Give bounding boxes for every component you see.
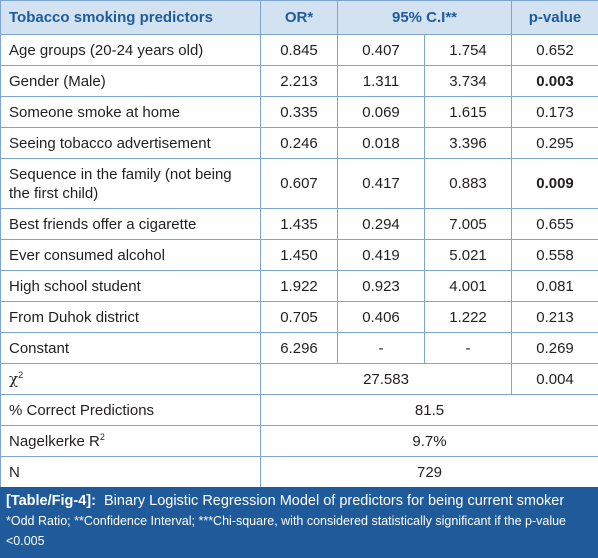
row-ci-upper: 1.754	[423, 34, 513, 66]
row-or: 0.246	[260, 127, 338, 159]
row-label: Gender (Male)	[0, 65, 261, 97]
caption-title-line: [Table/Fig-4]: Binary Logistic Regressio…	[6, 491, 592, 511]
row-label: High school student	[0, 270, 261, 302]
header-predictors: Tobacco smoking predictors	[0, 0, 261, 35]
row-ci-lower: 0.419	[337, 239, 425, 271]
row-ci-lower: 0.407	[337, 34, 425, 66]
caption-tag: [Table/Fig-4]:	[6, 493, 96, 509]
table-row: Age groups (20-24 years old) 0.845 0.407…	[0, 34, 598, 66]
chi-square-value: 27.583	[259, 363, 513, 395]
row-ci-upper: 5.021	[423, 239, 513, 271]
row-ci-upper: 0.883	[423, 158, 513, 209]
header-p-value: p-value	[511, 0, 598, 35]
regression-table: Tobacco smoking predictors OR* 95% C.I**…	[0, 0, 598, 488]
row-ci-lower: 0.417	[337, 158, 425, 209]
row-p-value: 0.173	[511, 96, 598, 128]
row-ci-upper: 7.005	[423, 208, 513, 240]
row-ci-lower: -	[337, 332, 425, 364]
row-label: Seeing tobacco advertisement	[0, 127, 261, 159]
table-row: Someone smoke at home 0.335 0.069 1.615 …	[0, 96, 598, 128]
row-ci-upper: 1.615	[423, 96, 513, 128]
row-ci-lower: 0.923	[337, 270, 425, 302]
row-p-value: 0.295	[511, 127, 598, 159]
row-or: 6.296	[260, 332, 338, 364]
correct-predictions-row: % Correct Predictions 81.5	[0, 394, 598, 426]
table-body: Age groups (20-24 years old) 0.845 0.407…	[0, 34, 598, 488]
row-or: 0.705	[260, 301, 338, 333]
chi-square-row: χ2 27.583 0.004	[0, 363, 598, 395]
chi-square-p-value: 0.004	[511, 363, 598, 395]
row-or: 0.335	[260, 96, 338, 128]
caption-footnote: *Odd Ratio; **Confidence Interval; ***Ch…	[6, 514, 567, 548]
row-p-value: 0.655	[511, 208, 598, 240]
table-row: High school student 1.922 0.923 4.001 0.…	[0, 270, 598, 302]
table-row: Gender (Male) 2.213 1.311 3.734 0.003	[0, 65, 598, 97]
row-label: Best friends offer a cigarette	[0, 208, 261, 240]
sample-size-value: 729	[259, 456, 598, 488]
row-ci-lower: 1.311	[337, 65, 425, 97]
nagelkerke-text: Nagelkerke R	[9, 433, 100, 450]
row-ci-upper: 1.222	[423, 301, 513, 333]
row-ci-lower: 0.069	[337, 96, 425, 128]
table-row: Ever consumed alcohol 1.450 0.419 5.021 …	[0, 239, 598, 271]
chi-square-label: χ2	[0, 363, 261, 395]
row-p-value: 0.081	[511, 270, 598, 302]
row-label: Constant	[0, 332, 261, 364]
row-p-value: 0.213	[511, 301, 598, 333]
row-ci-upper: 3.734	[423, 65, 513, 97]
row-label: From Duhok district	[0, 301, 261, 333]
row-or: 2.213	[260, 65, 338, 97]
nagelkerke-value: 9.7%	[259, 425, 598, 457]
table-row: Constant 6.296 - - 0.269	[0, 332, 598, 364]
table-row: Sequence in the family (not being the fi…	[0, 158, 598, 209]
row-p-value: 0.652	[511, 34, 598, 66]
row-or: 0.607	[260, 158, 338, 209]
nagelkerke-label: Nagelkerke R2	[0, 425, 261, 457]
row-or: 1.435	[260, 208, 338, 240]
table-row: Best friends offer a cigarette 1.435 0.2…	[0, 208, 598, 240]
table-row: From Duhok district 0.705 0.406 1.222 0.…	[0, 301, 598, 333]
header-or: OR*	[260, 0, 338, 35]
caption-title: Binary Logistic Regression Model of pred…	[104, 493, 565, 509]
table-caption: [Table/Fig-4]: Binary Logistic Regressio…	[0, 487, 598, 558]
row-or: 0.845	[260, 34, 338, 66]
row-p-value: 0.009	[511, 158, 598, 209]
chi-symbol: χ	[9, 370, 19, 388]
row-ci-upper: 3.396	[423, 127, 513, 159]
row-ci-lower: 0.018	[337, 127, 425, 159]
row-p-value: 0.269	[511, 332, 598, 364]
row-p-value: 0.558	[511, 239, 598, 271]
row-or: 1.922	[260, 270, 338, 302]
row-label: Sequence in the family (not being the fi…	[0, 158, 261, 209]
row-ci-lower: 0.406	[337, 301, 425, 333]
nagelkerke-superscript: 2	[99, 432, 105, 442]
row-label: Ever consumed alcohol	[0, 239, 261, 271]
row-label: Someone smoke at home	[0, 96, 261, 128]
row-p-value: 0.003	[511, 65, 598, 97]
row-or: 1.450	[260, 239, 338, 271]
sample-size-row: N 729	[0, 456, 598, 488]
nagelkerke-row: Nagelkerke R2 9.7%	[0, 425, 598, 457]
header-row: Tobacco smoking predictors OR* 95% C.I**…	[0, 0, 598, 35]
correct-predictions-value: 81.5	[259, 394, 598, 426]
row-ci-upper: -	[423, 332, 513, 364]
correct-predictions-label: % Correct Predictions	[0, 394, 261, 426]
row-label: Age groups (20-24 years old)	[0, 34, 261, 66]
row-ci-lower: 0.294	[337, 208, 425, 240]
chi-superscript: 2	[18, 370, 24, 380]
sample-size-label: N	[0, 456, 261, 488]
row-ci-upper: 4.001	[423, 270, 513, 302]
table-row: Seeing tobacco advertisement 0.246 0.018…	[0, 127, 598, 159]
header-ci: 95% C.I**	[336, 0, 513, 35]
